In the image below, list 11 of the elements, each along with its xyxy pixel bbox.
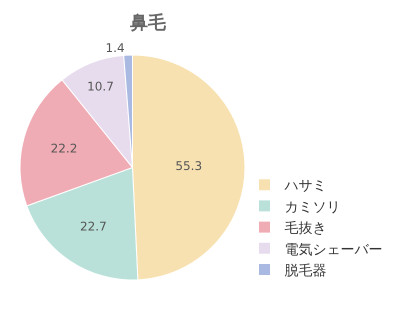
legend-label: ハサミ — [284, 178, 326, 194]
data-label: 1.4 — [106, 41, 125, 56]
legend-label: カミソリ — [284, 199, 340, 216]
data-label: 22.7 — [80, 219, 107, 234]
legend-label: 毛抜き — [284, 220, 326, 237]
data-label: 55.3 — [175, 159, 202, 174]
legend-label: 電気シェーバー — [284, 242, 382, 258]
data-label: 22.2 — [50, 141, 78, 156]
chart-title: 鼻毛 — [129, 12, 167, 34]
data-label: 10.7 — [87, 80, 114, 94]
legend-label: 脱毛器 — [284, 262, 326, 279]
